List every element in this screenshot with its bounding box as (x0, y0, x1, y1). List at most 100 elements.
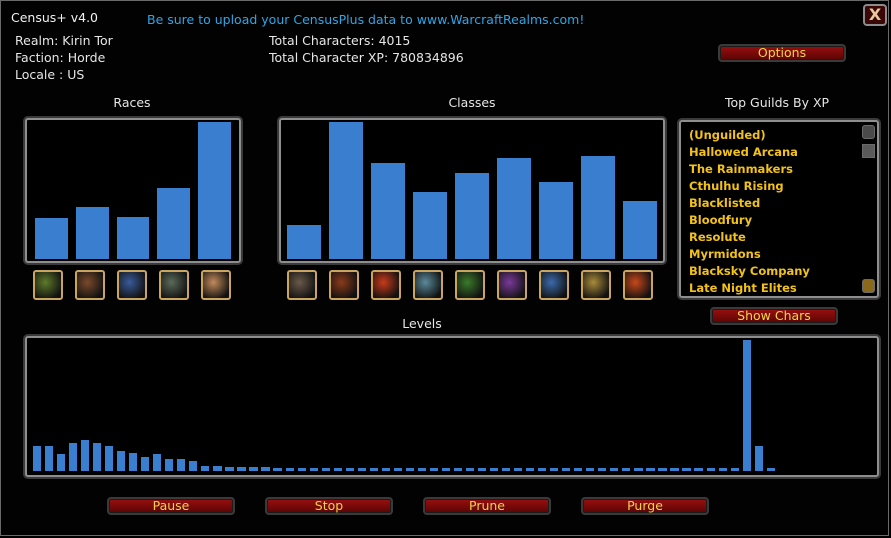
level-bar (477, 468, 487, 471)
level-bar (766, 468, 775, 471)
purge-button[interactable]: Purge (581, 497, 709, 515)
guilds-heading: Top Guilds By XP (724, 95, 830, 110)
troll-race-icon[interactable] (117, 270, 147, 300)
level-bar (213, 466, 222, 471)
total-characters-label: Total Characters: 4015 (269, 33, 411, 48)
guild-item[interactable]: Blacklisted (689, 196, 761, 210)
class-bar (539, 182, 573, 259)
class-bar (287, 225, 321, 259)
level-bar (538, 468, 547, 471)
close-button[interactable]: X (863, 4, 887, 26)
level-bar (177, 459, 186, 471)
guild-item[interactable]: Resolute (689, 230, 746, 244)
level-bar (165, 459, 174, 471)
level-bar (189, 461, 198, 471)
race-bar (75, 207, 109, 259)
level-bar (237, 467, 246, 471)
rogue-class-icon[interactable] (413, 270, 443, 300)
level-bar (201, 466, 210, 471)
level-bar (117, 451, 126, 471)
guild-item[interactable]: Late Night Elites (689, 281, 797, 295)
level-bar (550, 468, 559, 471)
total-xp-label: Total Character XP: 780834896 (269, 50, 464, 65)
level-bar (93, 443, 102, 471)
scroll-thumb[interactable] (862, 144, 875, 158)
undead-race-icon[interactable] (159, 270, 189, 300)
warlock-class-icon[interactable] (497, 270, 527, 300)
level-bar (670, 468, 679, 471)
race-bar (116, 217, 150, 259)
level-bar (333, 468, 342, 471)
druid-class-icon[interactable] (623, 270, 653, 300)
faction-label: Faction: Horde (15, 50, 106, 65)
level-bar (69, 443, 78, 471)
tauren-race-icon[interactable] (75, 270, 105, 300)
level-bar (141, 457, 150, 471)
races-heading: Races (113, 95, 151, 110)
level-bar (105, 446, 114, 471)
guild-item[interactable]: (Unguilded) (689, 128, 766, 142)
pause-button[interactable]: Pause (107, 497, 235, 515)
orc-race-icon[interactable] (33, 270, 63, 300)
level-bar (56, 454, 66, 471)
race-bar (198, 122, 231, 259)
level-bar (646, 468, 655, 471)
level-bar (502, 468, 511, 471)
level-bar (465, 468, 475, 471)
level-bar (261, 467, 270, 471)
level-bar (153, 454, 162, 471)
realm-label: Realm: Kirin Tor (15, 33, 113, 48)
options-button[interactable]: Options (718, 44, 846, 62)
level-bar (754, 446, 763, 471)
level-bar (345, 468, 354, 471)
level-bar (321, 468, 330, 471)
level-bar (285, 468, 294, 471)
class-bar (371, 163, 405, 259)
hunter-class-icon[interactable] (329, 270, 359, 300)
scroll-up-button[interactable] (862, 125, 875, 139)
level-bar (357, 468, 366, 471)
paladin-class-icon[interactable] (581, 270, 611, 300)
level-bar (514, 468, 523, 471)
guild-item[interactable]: Myrmidons (689, 247, 761, 261)
guild-list: (Unguilded) Hallowed Arcana The Rainmakers… (679, 120, 879, 298)
level-bar (586, 468, 595, 471)
class-bar (581, 156, 615, 259)
guild-item[interactable]: Cthulhu Rising (689, 179, 784, 193)
guild-item[interactable]: The Rainmakers (689, 162, 793, 176)
guild-item[interactable]: Blacksky Company (689, 264, 810, 278)
level-bar (44, 446, 54, 471)
guild-item[interactable]: Hallowed Arcana (689, 145, 798, 159)
level-bar (574, 468, 583, 471)
level-bar (369, 468, 378, 471)
level-bar (309, 468, 318, 471)
priest-class-icon[interactable] (455, 270, 485, 300)
level-bar (526, 468, 535, 471)
level-bar (225, 467, 234, 471)
level-bar (405, 468, 414, 471)
guild-item[interactable]: Bloodfury (689, 213, 753, 227)
shaman-class-icon[interactable] (539, 270, 569, 300)
mage-class-icon[interactable] (371, 270, 401, 300)
levels-heading: Levels (402, 316, 442, 331)
classes-chart (279, 118, 665, 263)
level-bar (81, 440, 90, 471)
scroll-down-button[interactable] (862, 279, 875, 293)
level-bar (634, 468, 643, 471)
level-bar (682, 468, 691, 471)
stop-button[interactable]: Stop (265, 497, 393, 515)
level-bar (694, 468, 703, 471)
blood-elf-race-icon[interactable] (201, 270, 231, 300)
level-bar (297, 468, 306, 471)
level-bar (429, 468, 439, 471)
class-bar (455, 173, 489, 259)
races-chart (25, 118, 241, 263)
warrior-class-icon[interactable] (287, 270, 317, 300)
classes-heading: Classes (448, 95, 496, 110)
level-bar (562, 468, 571, 471)
level-bar (622, 468, 631, 471)
prune-button[interactable]: Prune (423, 497, 551, 515)
level-bar (658, 468, 667, 471)
upload-banner: Be sure to upload your CensusPlus data t… (147, 12, 585, 27)
show-chars-button[interactable]: Show Chars (710, 307, 838, 325)
